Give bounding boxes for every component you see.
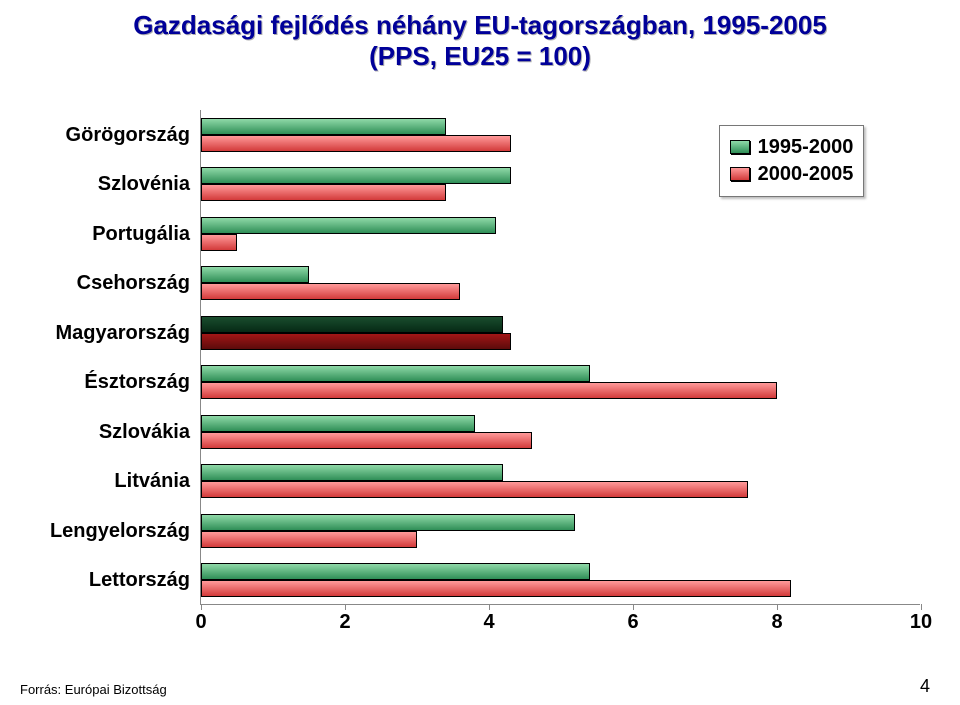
category-label: Csehország [20,273,190,293]
x-tick [201,604,202,610]
legend-item: 2000-2005 [730,163,854,186]
chart-area: 02468101995-20002000-2005 GörögországSzl… [20,110,920,645]
plot-area: 02468101995-20002000-2005 [200,110,920,605]
category-label: Lengyelország [20,521,190,541]
legend-swatch [730,140,750,154]
bar [201,563,590,580]
bar [201,184,446,201]
category-label: Litvánia [20,471,190,491]
bar [201,217,496,234]
x-tick-label: 6 [627,611,638,634]
category-label: Szlovénia [20,174,190,194]
category-label: Portugália [20,224,190,244]
bar [201,464,503,481]
chart-title: Gazdasági fejlődés néhány EU-tagországba… [0,10,960,41]
legend-label: 1995-2000 [758,136,854,159]
page-number: 4 [920,676,930,697]
x-tick-label: 10 [910,611,932,634]
category-label: Magyarország [20,323,190,343]
x-tick [777,604,778,610]
x-tick-label: 2 [339,611,350,634]
category-label: Szlovákia [20,422,190,442]
legend-label: 2000-2005 [758,163,854,186]
category-label: Görögország [20,125,190,145]
bar [201,167,511,184]
x-tick-label: 8 [771,611,782,634]
bar [201,531,417,548]
bar [201,365,590,382]
bar [201,382,777,399]
bar [201,266,309,283]
x-tick [345,604,346,610]
x-tick-label: 0 [195,611,206,634]
bar [201,234,237,251]
bar [201,415,475,432]
x-tick [489,604,490,610]
legend-item: 1995-2000 [730,136,854,159]
bar [201,481,748,498]
bar [201,580,791,597]
bar [201,514,575,531]
bar [201,118,446,135]
legend: 1995-2000 2000-2005 [719,125,865,197]
x-tick [633,604,634,610]
x-tick-label: 4 [483,611,494,634]
bar [201,432,532,449]
x-tick [921,604,922,610]
category-label: Észtország [20,372,190,392]
chart-subtitle: (PPS, EU25 = 100) [0,41,960,72]
category-label: Lettország [20,570,190,590]
legend-swatch [730,167,750,181]
bar [201,135,511,152]
bar [201,316,503,333]
bar [201,283,460,300]
bar [201,333,511,350]
